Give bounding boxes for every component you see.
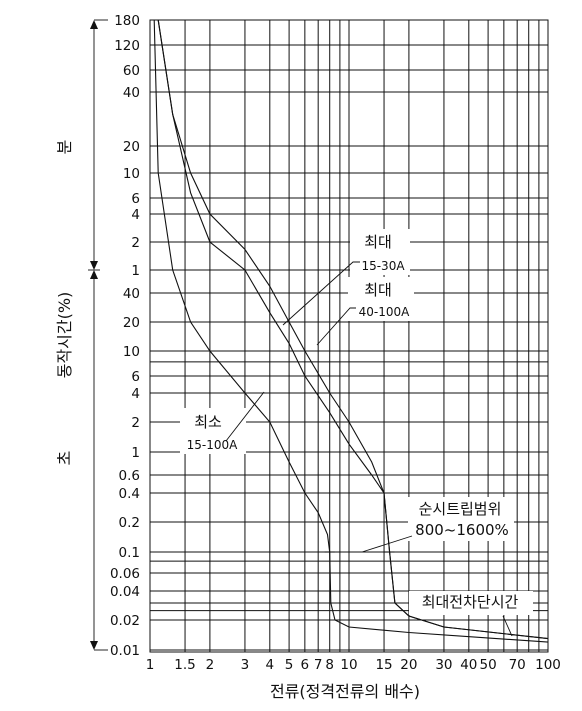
x-tick-label: 2 [206, 657, 215, 673]
x-tick-label: 5 [285, 657, 294, 673]
y-tick-label: 0.2 [119, 515, 140, 531]
annotation-sub: 800~1600% [415, 521, 509, 539]
y-tick-label: 20 [123, 315, 140, 331]
x-tick-label: 30 [435, 657, 452, 673]
seconds-label: 초 [55, 451, 74, 466]
arrowhead [90, 20, 98, 29]
x-tick-label: 7 [314, 657, 323, 673]
label-bg [350, 229, 410, 275]
grid-lines [149, 19, 549, 653]
annotation-title: 최대 [364, 233, 392, 251]
leader-line [282, 261, 360, 326]
leader-line [225, 391, 265, 442]
arrowhead [90, 261, 98, 270]
arrowhead [90, 641, 98, 650]
series-line [153, 19, 549, 643]
y-tick-label: 180 [114, 13, 140, 29]
y-tick-label: 40 [123, 85, 140, 101]
label-bg [408, 497, 514, 541]
annotation-title: 최대전차단시간 [422, 593, 519, 611]
annotation-sub: 15-100A [187, 438, 239, 452]
x-axis-title: 전류(정격전류의 배수) [270, 682, 420, 701]
annotation-title: 최소 [194, 413, 222, 431]
x-tick-label: 8 [325, 657, 334, 673]
annotations: 최대 15-30A 최대 40-100A 최소 15-100A 순시트립범위 800~1600… [180, 229, 533, 637]
y-axis-title: 동작시간(%) [55, 292, 74, 379]
y-tick-label: 60 [123, 63, 140, 79]
y-tick-label: 1 [131, 263, 140, 279]
leader-line [502, 615, 513, 637]
y-tick-label: 0.01 [110, 643, 140, 659]
annotation-sub: 40-100A [359, 305, 411, 319]
unit-brackets [88, 19, 108, 651]
y-tick-label: 2 [131, 235, 140, 251]
series-line [157, 19, 549, 640]
annotation-title: 순시트립범위 [419, 500, 502, 518]
y-tick-label: 40 [123, 286, 140, 302]
x-tick-label: 4 [266, 657, 275, 673]
y-tick-label: 120 [114, 38, 140, 54]
x-tick-label: 50 [480, 657, 497, 673]
x-tick-label: 20 [400, 657, 417, 673]
y-tick-label: 0.1 [119, 545, 140, 561]
y-tick-label: 1 [131, 445, 140, 461]
y-tick-label: 0.06 [110, 566, 140, 582]
y-tick-label: 10 [123, 166, 140, 182]
y-tick-label: 2 [131, 415, 140, 431]
x-tick-label: 1.5 [174, 657, 195, 673]
minutes-label: 분 [55, 140, 74, 155]
curves [153, 19, 549, 643]
y-tick-label: 10 [123, 344, 140, 360]
leader-line [361, 535, 413, 553]
y-tick-label: 4 [131, 386, 140, 402]
y-tick-label: 0.04 [110, 584, 140, 600]
label-bg [409, 591, 533, 615]
x-tick-label: 10 [340, 657, 357, 673]
x-tick-label: 1 [146, 657, 155, 673]
label-bg [348, 277, 414, 321]
arrowhead [90, 270, 98, 279]
x-tick-label: 6 [301, 657, 310, 673]
annotation-title: 최대 [364, 281, 392, 299]
y-tick-label: 0.02 [110, 613, 140, 629]
x-tick-label: 15 [375, 657, 392, 673]
y-tick-label: 4 [131, 207, 140, 223]
x-tick-label: 100 [535, 657, 561, 673]
x-tick-label: 3 [241, 657, 250, 673]
leader-line [316, 307, 356, 346]
series-line [157, 19, 549, 640]
y-tick-label: 20 [123, 139, 140, 155]
y-tick-label: 6 [131, 369, 140, 385]
y-tick-label: 6 [131, 191, 140, 207]
annotation-sub: 15-30A [361, 259, 405, 273]
x-tick-label: 40 [460, 657, 477, 673]
y-tick-label: 0.6 [119, 468, 140, 484]
label-bg [180, 408, 246, 454]
tick-labels: 1 1.5 2 3 4 5 6 7 8 10 15 20 30 40 50 70 100180120604020… [110, 13, 561, 673]
x-tick-label: 70 [509, 657, 526, 673]
y-tick-label: 0.4 [119, 486, 140, 502]
